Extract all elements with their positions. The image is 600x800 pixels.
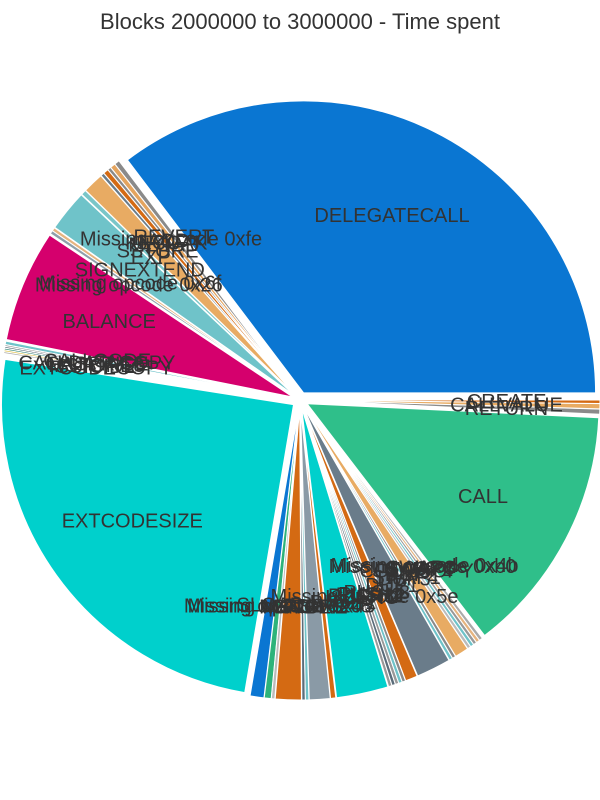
pie-slice-extcodecopy: [3, 351, 293, 400]
slice-label-number: NUMBER: [259, 597, 346, 619]
slice-label-missing-opcode-0xfe: Missing opcode 0xfe: [80, 229, 262, 251]
slice-label-keccak: KECCAK: [125, 233, 208, 255]
slice-label-push32: PUSH32: [328, 585, 406, 607]
pie-slice-signextend: [54, 194, 295, 396]
slice-label-callvalue: CALLVALUE: [450, 394, 563, 416]
pie-slice-missing-opcode-0x26: [49, 230, 294, 396]
slice-label-gasprice: GASPRICE: [45, 354, 148, 376]
slice-label-push3: PUSH3: [343, 582, 410, 604]
slice-label-missing-opcode-0x48: Missing opcode 0x48: [184, 595, 372, 617]
slice-label-sstore: SSTORE: [117, 241, 199, 263]
slice-label-revert: REVERT: [134, 226, 215, 248]
slice-label-missing-opcode-0x5e: Missing opcode 0x5e: [271, 586, 459, 608]
slice-label-extcodecopy: EXTCODECOPY: [19, 357, 172, 379]
slice-label-codecopy: CODECOPY: [359, 561, 473, 583]
slice-label-div: DIV: [297, 596, 331, 618]
slice-label-return: RETURN: [465, 398, 548, 420]
pie-slice-dup1: [303, 406, 450, 677]
slice-label-push2: PUSH2: [336, 585, 403, 607]
slice-label-push1: PUSH1: [310, 592, 377, 614]
slice-label-push4: PUSH4: [338, 584, 405, 606]
slice-label-missing-opcode-0xb0: Missing opcode 0xb0: [329, 556, 517, 578]
slice-label-callcode: CALLCODE: [43, 351, 151, 373]
pie-slice-missing-opcode-0x4b: [304, 406, 484, 642]
slice-label-missing-opcode-0x6f: Missing opcode 0x6f: [39, 272, 222, 294]
slice-label-mload: MLOAD: [128, 235, 199, 257]
slice-label-swap1: SWAP1: [371, 567, 440, 589]
pie-slice-push20: [300, 407, 337, 699]
slice-label-dup1: DUP1: [365, 575, 418, 597]
slice-label-push20: PUSH20: [284, 595, 362, 617]
slice-label-gas: GAS: [271, 596, 313, 618]
pie-slice-exp: [80, 189, 295, 395]
slice-label-extcodesize: EXTCODESIZE: [62, 511, 203, 533]
pie-slice-extcodesize: [1, 358, 295, 694]
slices-layer: [1, 100, 600, 701]
chart-title: Blocks 2000000 to 3000000 - Time spent: [100, 9, 500, 34]
slice-label-balance: BALANCE: [63, 311, 156, 333]
slice-label-mstore: MSTORE: [262, 597, 347, 619]
slice-label-exp: EXP: [131, 247, 171, 269]
slice-label-suicide: SUICIDE: [56, 356, 137, 378]
slice-label-missing-opcode-0x26: Missing opcode 0x26: [35, 275, 223, 297]
slice-label-add: ADD: [147, 231, 189, 253]
pie-slice-call: [306, 403, 600, 637]
slice-label-swap2: SWAP2: [384, 559, 453, 581]
pie-slice-push1: [301, 407, 389, 699]
slice-label-signextend: SIGNEXTEND: [75, 260, 205, 282]
slice-label-dup2: DUP2: [385, 564, 438, 586]
slice-label-create: CREATE: [467, 391, 547, 413]
slice-label-swap3: SWAP3: [386, 558, 455, 580]
slice-label-calldatacopy: CALLDATACOPY: [18, 352, 175, 374]
pie-slice-balance: [5, 234, 293, 398]
slice-label-missing-opcode-0x45: Missing opcode 0x45: [187, 596, 375, 618]
slice-label-call: CALL: [458, 486, 508, 508]
slice-label-dup3: DUP3: [377, 569, 430, 591]
slice-label-sload: SLOAD: [236, 594, 304, 616]
slice-label-iszero: ISZERO: [325, 587, 399, 609]
slice-label-mstore8: MSTORE8: [48, 355, 144, 377]
slice-label-missing-opcode-0x4b: Missing opcode 0x4b: [331, 555, 519, 577]
slice-label-delegatecall: DELEGATECALL: [314, 205, 469, 227]
pie-slice-push3: [302, 407, 418, 682]
pie-slice-delegatecall: [126, 100, 597, 394]
